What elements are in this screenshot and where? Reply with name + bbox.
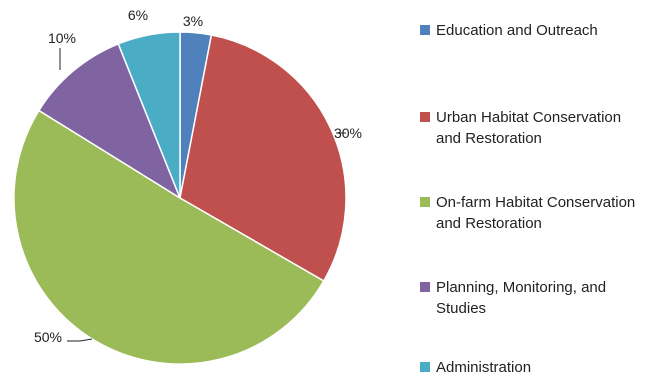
data-label-onfarm: 50% <box>34 329 62 345</box>
legend-item-education: Education and Outreach <box>420 20 641 41</box>
legend-label-administration: Administration <box>436 359 532 376</box>
legend-swatch-urban <box>420 112 430 122</box>
legend-item-urban: Urban Habitat Conservation and Restorati… <box>420 107 641 149</box>
pie-slice-onfarm <box>13 109 325 365</box>
data-label-administration: 6% <box>128 7 148 23</box>
pie-slice-urban <box>179 34 347 283</box>
legend-item-administration: Administration <box>420 357 641 378</box>
legend-swatch-planning <box>420 282 430 292</box>
data-label-education: 3% <box>183 13 203 29</box>
legend-item-onfarm: On-farm Habitat Conservation and Restora… <box>420 192 641 234</box>
pie-chart: 3% 30% 50% 10% 6% <box>13 7 362 365</box>
pie-slice-planning <box>37 42 182 200</box>
legend: Education and Outreach Urban Habitat Con… <box>420 0 645 377</box>
legend-label-onfarm: On-farm Habitat Conservation and Restora… <box>436 194 636 232</box>
legend-label-planning: Planning, Monitoring, and Studies <box>436 279 607 317</box>
data-label-urban: 30% <box>334 125 362 141</box>
leader-lines <box>59 48 346 342</box>
legend-swatch-administration <box>420 362 430 372</box>
data-labels: 3% 30% 50% 10% 6% <box>34 7 362 345</box>
pie-slices <box>13 31 347 365</box>
legend-label-education: Education and Outreach <box>436 22 598 39</box>
legend-label-urban: Urban Habitat Conservation and Restorati… <box>436 109 622 147</box>
legend-item-planning: Planning, Monitoring, and Studies <box>420 277 641 319</box>
data-label-planning: 10% <box>48 30 76 46</box>
pie-slice-administration <box>117 31 181 199</box>
legend-swatch-education <box>420 25 430 35</box>
leader-line-onfarm <box>67 338 93 342</box>
legend-swatch-onfarm <box>420 197 430 207</box>
